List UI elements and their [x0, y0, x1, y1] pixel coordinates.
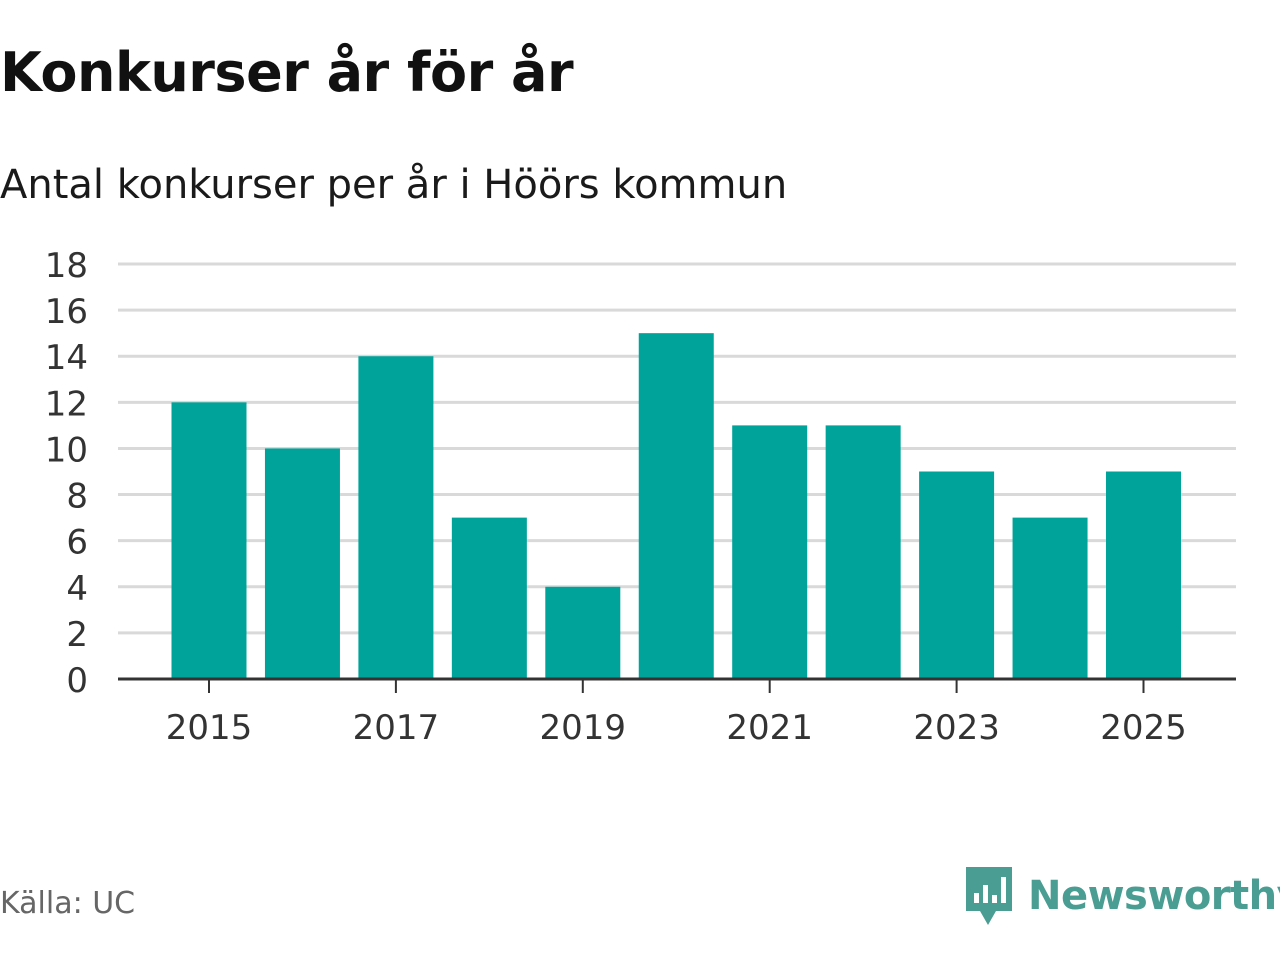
- bar: [171, 402, 247, 679]
- y-tick-label: 10: [45, 430, 88, 470]
- bar: [732, 425, 808, 679]
- bar: [638, 333, 714, 679]
- y-tick-label: 0: [66, 661, 88, 701]
- x-tick-label: 2023: [913, 708, 1000, 748]
- newsworthy-chart-bubble-icon: [966, 867, 1012, 925]
- x-tick-label: 2021: [726, 708, 813, 748]
- x-tick-label: 2019: [540, 708, 627, 748]
- y-tick-label: 12: [45, 384, 88, 424]
- x-tick-label: 2015: [166, 708, 253, 748]
- chart-subtitle: Antal konkurser per år i Höörs kommun: [0, 162, 788, 208]
- y-axis-ticks: 0 2 4 6 8 10 12 14 16 18: [45, 246, 88, 701]
- bar: [919, 471, 995, 679]
- x-tick-label: 2025: [1100, 708, 1187, 748]
- x-axis-ticks: 2015 2017 2019 2021 2023 2025: [166, 679, 1187, 748]
- y-tick-label: 18: [45, 246, 88, 286]
- bar: [1012, 517, 1088, 679]
- bar: [264, 448, 340, 679]
- brand-name: Newsworthy: [1028, 873, 1280, 919]
- y-tick-label: 4: [66, 569, 88, 609]
- bar: [451, 517, 527, 679]
- bar: [545, 586, 621, 679]
- y-tick-label: 14: [45, 338, 88, 378]
- bar: [1106, 471, 1181, 679]
- y-tick-label: 6: [66, 523, 88, 563]
- y-tick-label: 2: [66, 615, 88, 655]
- source-note: Källa: UC: [0, 886, 136, 921]
- chart-title: Konkurser år för år: [0, 41, 574, 104]
- x-tick-label: 2017: [353, 708, 440, 748]
- y-tick-label: 8: [66, 477, 88, 517]
- bars: [171, 333, 1181, 679]
- brand-logo: Newsworthy: [964, 864, 1280, 928]
- bar: [825, 425, 901, 679]
- bar: [358, 356, 434, 679]
- bar-chart: 0 2 4 6 8 10 12 14 16 18 2015 2017 2019 2021 2023 2025: [45, 246, 1236, 748]
- y-tick-label: 16: [45, 292, 88, 332]
